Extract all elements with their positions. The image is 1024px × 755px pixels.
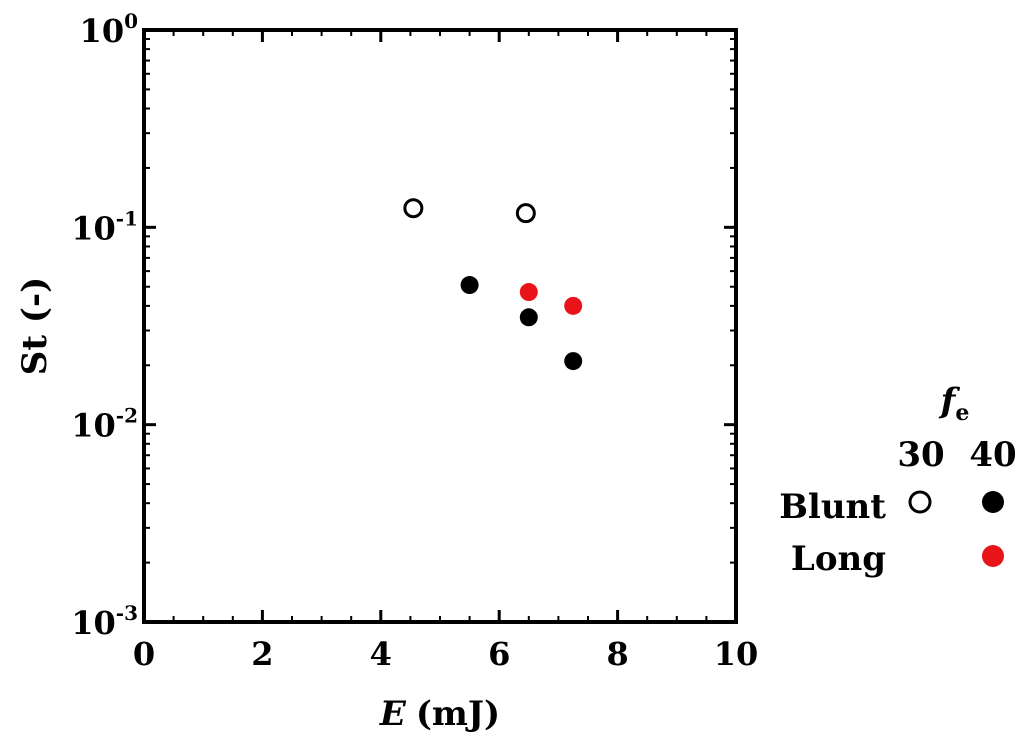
legend: fe 30 40 Blunt Long: [779, 381, 1016, 579]
x-tick-label: 8: [606, 635, 628, 673]
x-tick-label: 6: [488, 635, 510, 673]
x-axis-unit: (mJ): [416, 694, 500, 734]
legend-title-variable: f: [939, 381, 961, 421]
legend-row-long-label: Long: [791, 539, 886, 579]
y-tick-label: 10-1: [71, 206, 138, 247]
legend-title-subscript: e: [955, 400, 969, 426]
data-point-series-0: [403, 198, 424, 219]
x-axis-variable: E: [379, 694, 407, 734]
x-tick-label: 0: [133, 635, 155, 673]
legend-marker-blunt-40: [982, 491, 1004, 513]
y-tick-label: 10-2: [71, 404, 138, 445]
legend-column-30: 30: [897, 435, 944, 475]
data-point-series-1: [519, 308, 538, 327]
x-axis-ticks: 0 2 4 6 8 10: [133, 30, 758, 673]
y-axis-ticks: 100 10-1 10-2 10-3: [71, 9, 736, 642]
y-tick-label: 100: [80, 9, 138, 50]
data-point-series-1: [564, 352, 583, 371]
legend-row-blunt-label: Blunt: [779, 487, 886, 527]
plot-frame: [142, 28, 738, 624]
data-points: [403, 198, 583, 371]
x-tick-label: 10: [714, 635, 759, 673]
x-tick-label: 4: [370, 635, 392, 673]
y-axis-title: St (-): [15, 277, 55, 375]
x-axis-title: E (mJ): [379, 694, 500, 734]
x-tick-label: 2: [251, 635, 273, 673]
legend-column-40: 40: [969, 435, 1016, 475]
data-point-series-1: [460, 276, 479, 295]
y-tick-label: 10-3: [71, 601, 138, 642]
legend-title: fe: [939, 381, 970, 426]
data-point-series-0: [515, 203, 536, 224]
legend-marker-blunt-30: [908, 490, 932, 514]
data-point-series-2: [519, 283, 538, 302]
legend-marker-long-40: [982, 545, 1004, 567]
data-point-series-2: [564, 296, 583, 315]
